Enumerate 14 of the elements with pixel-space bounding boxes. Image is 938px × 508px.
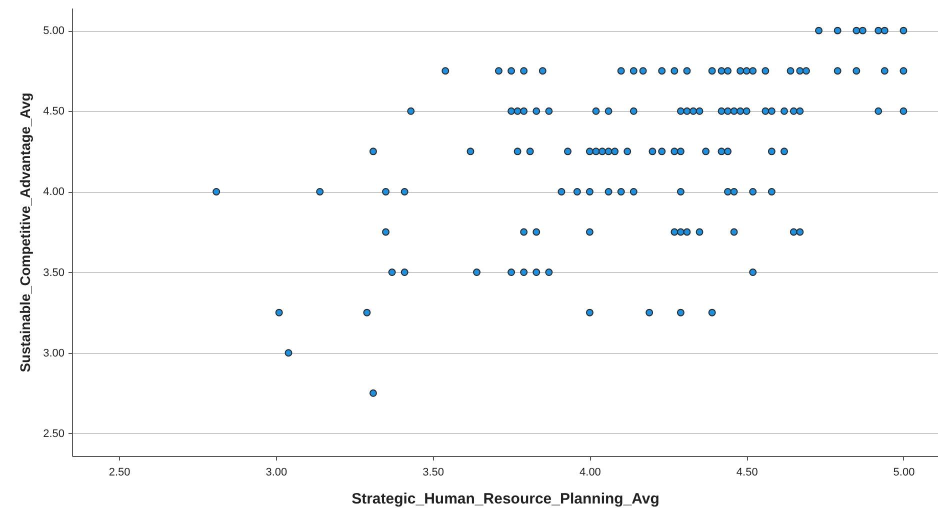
y-tick-label: 3.00 bbox=[43, 347, 64, 360]
y-tick-label: 3.50 bbox=[43, 266, 64, 279]
x-axis-title: Strategic_Human_Resource_Planning_Avg bbox=[352, 490, 660, 508]
y-axis-title: Sustainable_Competitive_Advantage_Avg bbox=[17, 92, 34, 372]
x-tick-label: 4.50 bbox=[736, 466, 758, 478]
y-tick-label: 4.50 bbox=[43, 106, 64, 118]
x-tick-label: 2.50 bbox=[108, 466, 130, 478]
x-tick-label: 3.00 bbox=[266, 466, 288, 478]
x-tick-label: 5.00 bbox=[893, 466, 915, 478]
x-tick-label: 4.00 bbox=[580, 466, 601, 478]
y-tick-label: 2.50 bbox=[43, 428, 64, 440]
x-tick-label: 3.50 bbox=[422, 466, 444, 478]
y-tick-label: 4.00 bbox=[43, 186, 64, 198]
y-tick-label: 5.00 bbox=[43, 25, 64, 38]
